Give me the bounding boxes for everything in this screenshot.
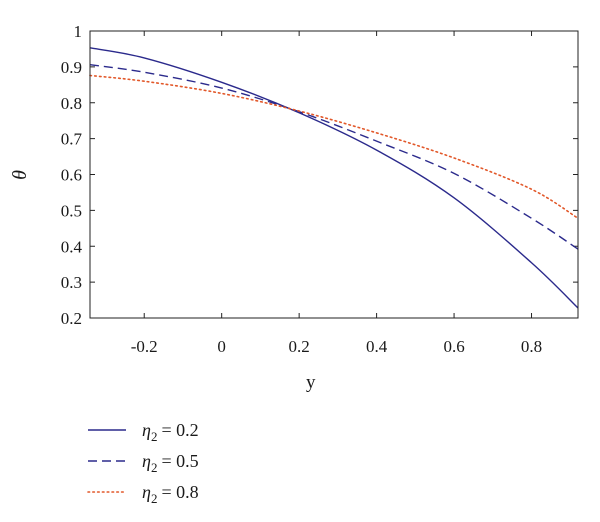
series-line-3 [89,74,579,220]
ticks-layer: -0.2 0 0.2 0.4 0.6 0.8 0.2 0.3 0.4 0.5 0.6 0.7 0.8 0.… [61,22,578,356]
legend-label-2: η2 = 0.5 [142,451,199,475]
series-layer [89,47,579,309]
x-tick-label: 0.6 [443,337,464,356]
y-tick-label: 0.4 [61,237,83,256]
legend-label-1: η2 = 0.2 [142,420,199,444]
x-tick-label: 0.4 [366,337,388,356]
series-line-2 [89,64,579,250]
x-axis-label: y [306,372,316,393]
x-tick-label: 0.8 [521,337,542,356]
y-tick-label: 0.9 [61,58,82,77]
series-line-1 [89,47,579,309]
y-axis-label: θ [9,170,31,180]
y-tick-label: 0.7 [61,130,83,149]
legend: η2 = 0.2 η2 = 0.5 η2 = 0.8 [87,420,199,506]
x-tick-label: 0 [217,337,226,356]
legend-label-3: η2 = 0.8 [142,482,199,506]
y-tick-label: 0.5 [61,201,82,220]
plot-frame [89,30,579,319]
y-tick-label: 1 [74,22,83,41]
y-tick-label: 0.2 [61,309,82,328]
y-tick-label: 0.6 [61,166,82,185]
y-tick-label: 0.8 [61,94,82,113]
x-tick-label: -0.2 [131,337,158,356]
x-tick-label: 0.2 [289,337,310,356]
y-tick-label: 0.3 [61,273,82,292]
